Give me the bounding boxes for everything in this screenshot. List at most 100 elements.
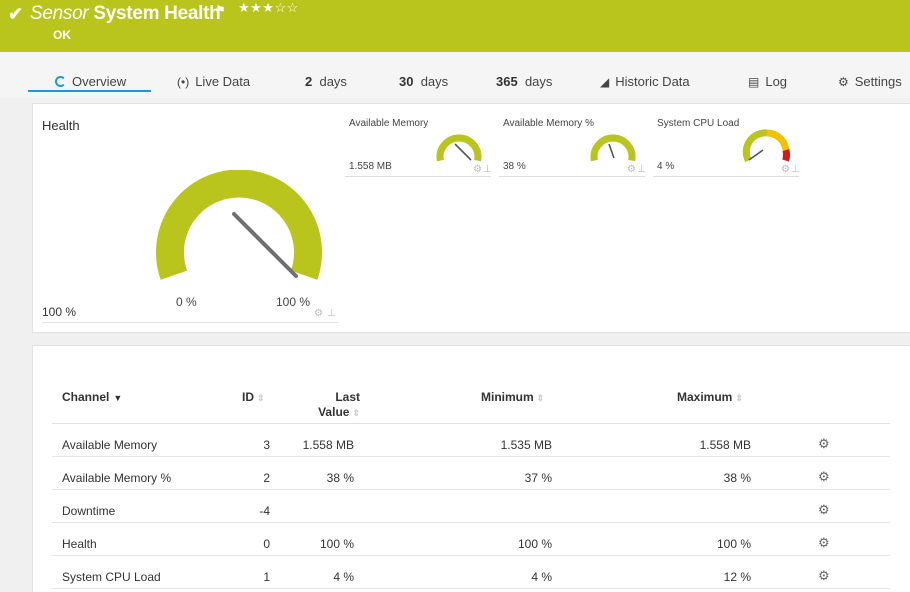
gauge-value: 38 % [503,161,526,172]
gauge-dial [436,134,482,162]
sensor-kind: Sensor [30,3,89,24]
health-gauge[interactable] [146,170,332,290]
sensor-name: System Health [93,3,221,24]
channel-settings-icon[interactable]: ⚙ [818,535,830,550]
gauge-arc-warning [766,129,790,151]
tab-30-days[interactable]: 30 days [399,74,449,89]
tab-2-days[interactable]: 2 days [305,74,347,89]
channel-name[interactable]: Available Memory [62,438,158,452]
priority-stars[interactable]: ★★★☆☆ [238,0,299,15]
col-header-last-value[interactable]: Last Value ⇕ [318,390,360,419]
table-header-divider [52,423,890,424]
gauge-value: 1.558 MB [349,161,392,172]
channels-panel [32,345,910,592]
col-header-minimum[interactable]: Minimum ⇕ [481,390,545,404]
table-row[interactable]: Available Memory % 2 38 % 37 % 38 % ⚙ [52,457,890,490]
channel-id: 1 [263,570,270,584]
health-gauge-divider [42,322,338,323]
gauge-needle [454,143,472,161]
maximum-value: 12 % [723,570,751,584]
tab-historic-data[interactable]: ◢ Historic Data [600,74,690,89]
col-header-id[interactable]: ID ⇕ [242,390,265,404]
table-row[interactable]: System CPU Load 1 4 % 4 % 12 % ⚙ [52,556,890,589]
health-gauge-needle [232,212,298,278]
channel-name[interactable]: Downtime [62,504,116,518]
gauge-dial [590,134,636,162]
health-gauge-pin-icon[interactable]: ⊥ [327,308,336,319]
health-gauge-arc [156,170,322,280]
gauge-pin-icon[interactable]: ⊥ [791,164,800,175]
gauge-label: Available Memory % [503,118,594,129]
gauge-divider [499,176,645,177]
maximum-value: 38 % [723,471,751,485]
ok-check-icon: ✔ [8,4,24,24]
table-row[interactable]: Available Memory 3 1.558 MB 1.535 MB 1.5… [52,424,890,457]
gauge-settings-icon[interactable]: ⚙ [627,164,636,175]
channel-name[interactable]: Available Memory % [62,471,172,485]
channel-id: 0 [263,537,270,551]
gauge-pin-icon[interactable]: ⊥ [637,164,646,175]
gauge-arc [590,134,636,162]
minimum-value: 1.535 MB [500,438,552,452]
gear-icon: ⚙ [838,75,849,89]
channel-settings-icon[interactable]: ⚙ [818,568,830,583]
channel-settings-icon[interactable]: ⚙ [818,436,830,451]
tab-overview[interactable]: Overview [55,74,126,89]
sort-desc-icon: ▼ [113,393,123,403]
overview-icon [55,76,66,87]
last-value: 100 % [319,537,354,551]
channel-settings-icon[interactable]: ⚙ [818,502,830,517]
channel-id: 2 [263,471,270,485]
channel-id: 3 [263,438,270,452]
gauge-available-memory-percent[interactable]: Available Memory % 38 % ⚙ ⊥ [499,116,646,178]
channel-settings-icon[interactable]: ⚙ [818,469,830,484]
health-gauge-max: 100 % [276,295,311,309]
gauge-system-cpu-load[interactable]: System CPU Load 4 % ⚙ ⊥ [653,116,800,178]
gauge-divider [345,176,491,177]
gauge-label: Available Memory [349,118,429,129]
status-text: OK [53,28,71,42]
minimum-value: 4 % [531,570,552,584]
last-value: 38 % [326,471,354,485]
gauge-value: 4 % [657,161,675,172]
gauge-available-memory[interactable]: Available Memory 1.558 MB ⚙ ⊥ [345,116,492,178]
sort-icon: ⇕ [536,393,545,403]
col-header-channel[interactable]: Channel ▼ [62,390,123,404]
channel-name[interactable]: System CPU Load [62,570,161,584]
sort-icon: ⇕ [352,408,360,418]
flag-icon[interactable]: ⚑ [215,3,226,17]
health-gauge-title: Health [42,118,80,133]
live-data-icon: (•) [177,75,190,89]
minimum-value: 37 % [524,471,552,485]
gauge-arc-error [782,149,791,162]
channel-id: -4 [259,504,270,518]
tab-settings[interactable]: ⚙ Settings [838,74,902,89]
historic-data-icon: ◢ [600,75,610,89]
gauge-arc-normal [742,129,768,163]
table-row[interactable]: Health 0 100 % 100 % 100 % ⚙ [52,523,890,556]
gauge-settings-icon[interactable]: ⚙ [781,164,790,175]
tab-log[interactable]: ▤ Log [748,74,788,89]
channel-name[interactable]: Health [62,537,97,551]
gauge-dial [742,129,791,163]
sensor-title: Sensor System Health [30,3,221,25]
active-tab-indicator [28,90,151,92]
gauge-settings-icon[interactable]: ⚙ [473,164,482,175]
tab-bar: Overview (•) Live Data 2 days 30 days 365… [0,52,910,98]
last-value: 1.558 MB [302,438,354,452]
health-gauge-settings-icon[interactable]: ⚙ [314,308,323,319]
health-gauge-value: 100 % [42,305,77,319]
maximum-value: 1.558 MB [699,438,751,452]
maximum-value: 100 % [716,537,751,551]
health-gauge-min: 0 % [176,295,197,309]
gauge-pin-icon[interactable]: ⊥ [483,164,492,175]
tab-live-data[interactable]: (•) Live Data [177,74,251,89]
tab-365-days[interactable]: 365 days [496,74,553,89]
gauge-divider [653,176,799,177]
sensor-header: ✔ Sensor System Health ⚑ ★★★☆☆ OK [0,0,910,52]
col-header-maximum[interactable]: Maximum ⇕ [677,390,743,404]
log-icon: ▤ [748,75,760,89]
gauge-needle [748,149,764,161]
table-row[interactable]: Downtime -4 ⚙ [52,490,890,523]
sort-icon: ⇕ [257,393,265,403]
